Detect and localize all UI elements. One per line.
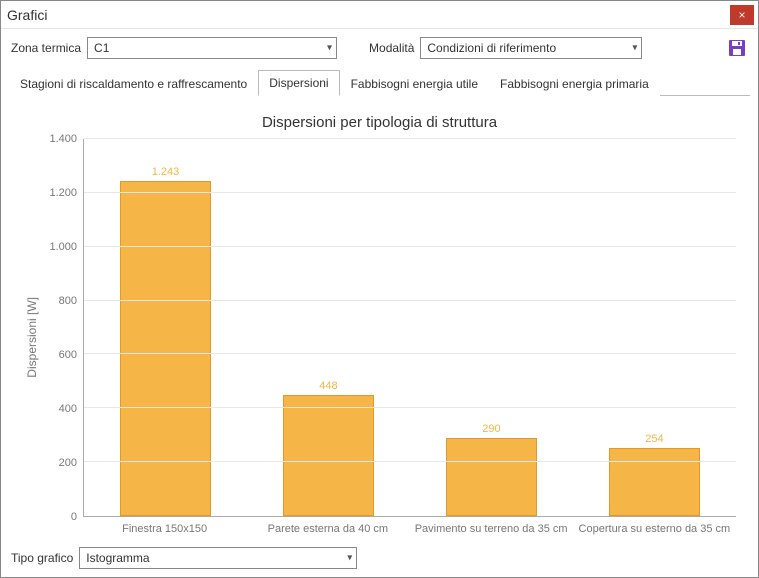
chart-title: Dispersioni per tipologia di struttura [23,114,736,131]
y-tick: 400 [41,403,77,415]
bar-slot: 1.243 [84,139,247,516]
chevron-down-icon: ▾ [347,553,352,564]
chevron-down-icon: ▾ [327,43,332,54]
bar-slot: 254 [573,139,736,516]
bottom-controls: Tipo grafico Istogramma ▾ [1,539,758,577]
bar: 448 [283,395,374,516]
titlebar: Grafici × [1,1,758,29]
grid-line [84,300,736,301]
tipo-grafico-label: Tipo grafico [11,551,73,565]
bar-slot: 448 [247,139,410,516]
x-tick-label: Pavimento su terreno da 35 cm [410,517,573,535]
tab-panel: Dispersioni per tipologia di struttura D… [9,95,750,539]
y-tick: 1.400 [41,133,77,145]
save-button[interactable] [726,37,748,59]
grid-line [84,461,736,462]
bar-value-label: 290 [482,423,500,435]
zona-termica-label: Zona termica [11,41,81,55]
bar: 1.243 [120,181,211,516]
plot-container: 02004006008001.0001.2001.400 1.243448290… [41,139,736,535]
close-icon: × [738,8,745,22]
chart-body: Dispersioni [W] 0 200 400 600 800 1.000 1.200 1… [23,139,736,535]
modalita-select[interactable]: Condizioni di riferimento ▾ [420,37,642,59]
bar-value-label: 254 [645,433,663,445]
modalita-label: Modalità [369,41,414,55]
save-icon [728,39,746,57]
y-tick: 1.000 [41,241,77,253]
y-tick: 800 [41,295,77,307]
plot-area: 1.243 448 290 254 [83,139,736,517]
grid-line [84,407,736,408]
chevron-down-icon: ▾ [632,43,637,54]
top-controls: Zona termica C1 ▾ Modalità Condizioni di… [1,29,758,67]
ylabel-wrap: Dispersioni [W] [23,139,41,535]
grafici-window: Grafici × Zona termica C1 ▾ Modalità Con… [0,0,759,578]
tab-1[interactable]: Dispersioni [258,70,339,96]
tab-0[interactable]: Stagioni di riscaldamento e raffrescamen… [9,71,258,96]
y-tick: 0 [41,511,77,523]
close-button[interactable]: × [730,5,754,25]
tipo-grafico-value: Istogramma [86,551,149,565]
x-tick-label: Copertura su esterno da 35 cm [573,517,736,535]
bar-slot: 290 [410,139,573,516]
zona-termica-select[interactable]: C1 ▾ [87,37,337,59]
y-tick: 1.200 [41,187,77,199]
x-axis: Finestra 150x150Parete esterna da 40 cmP… [83,517,736,535]
bars-layer: 1.243 448 290 254 [84,139,736,516]
bar: 290 [446,438,537,516]
grid-line [84,246,736,247]
grid-line [84,138,736,139]
grid-line [84,192,736,193]
x-tick-label: Finestra 150x150 [83,517,246,535]
bar: 254 [609,448,700,516]
window-title: Grafici [7,7,730,23]
zona-termica-value: C1 [94,41,109,55]
bar-value-label: 1.243 [152,166,180,178]
y-tick: 600 [41,349,77,361]
y-axis: 02004006008001.0001.2001.400 [41,139,83,517]
chart-ylabel: Dispersioni [W] [23,297,41,378]
bar-value-label: 448 [319,380,337,392]
grid-line [84,353,736,354]
y-tick: 200 [41,457,77,469]
tab-2[interactable]: Fabbisogni energia utile [340,71,489,96]
chart-area: Dispersioni per tipologia di struttura D… [9,96,750,539]
tab-3[interactable]: Fabbisogni energia primaria [489,71,660,96]
modalita-value: Condizioni di riferimento [427,41,556,55]
tipo-grafico-select[interactable]: Istogramma ▾ [79,547,357,569]
x-tick-label: Parete esterna da 40 cm [246,517,409,535]
tab-bar: Stagioni di riscaldamento e raffrescamen… [1,69,758,95]
